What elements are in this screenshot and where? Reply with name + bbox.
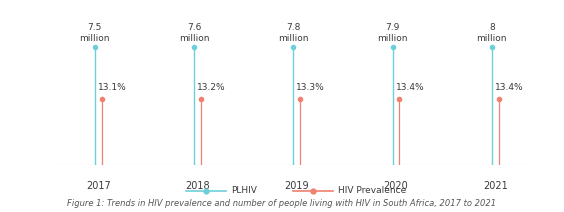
- Text: 7.6
million: 7.6 million: [179, 23, 209, 43]
- Text: 13.4%: 13.4%: [395, 83, 424, 92]
- Text: 13.3%: 13.3%: [296, 83, 325, 92]
- Text: 2018: 2018: [185, 181, 210, 191]
- Text: HIV Prevalence: HIV Prevalence: [338, 186, 407, 195]
- Text: 13.4%: 13.4%: [495, 83, 523, 92]
- Text: 7.8
million: 7.8 million: [278, 23, 309, 43]
- Text: 13.1%: 13.1%: [98, 83, 126, 92]
- Text: 2017: 2017: [86, 181, 111, 191]
- Text: 2021: 2021: [483, 181, 508, 191]
- Text: PLHIV: PLHIV: [231, 186, 257, 195]
- Text: 13.2%: 13.2%: [197, 83, 226, 92]
- Text: 7.5
million: 7.5 million: [80, 23, 110, 43]
- Text: Figure 1: Trends in HIV prevalence and number of people living with HIV in South: Figure 1: Trends in HIV prevalence and n…: [68, 199, 496, 208]
- Text: 2019: 2019: [284, 181, 309, 191]
- Text: 2020: 2020: [384, 181, 408, 191]
- Text: 7.9
million: 7.9 million: [377, 23, 408, 43]
- Text: 8
million: 8 million: [477, 23, 507, 43]
